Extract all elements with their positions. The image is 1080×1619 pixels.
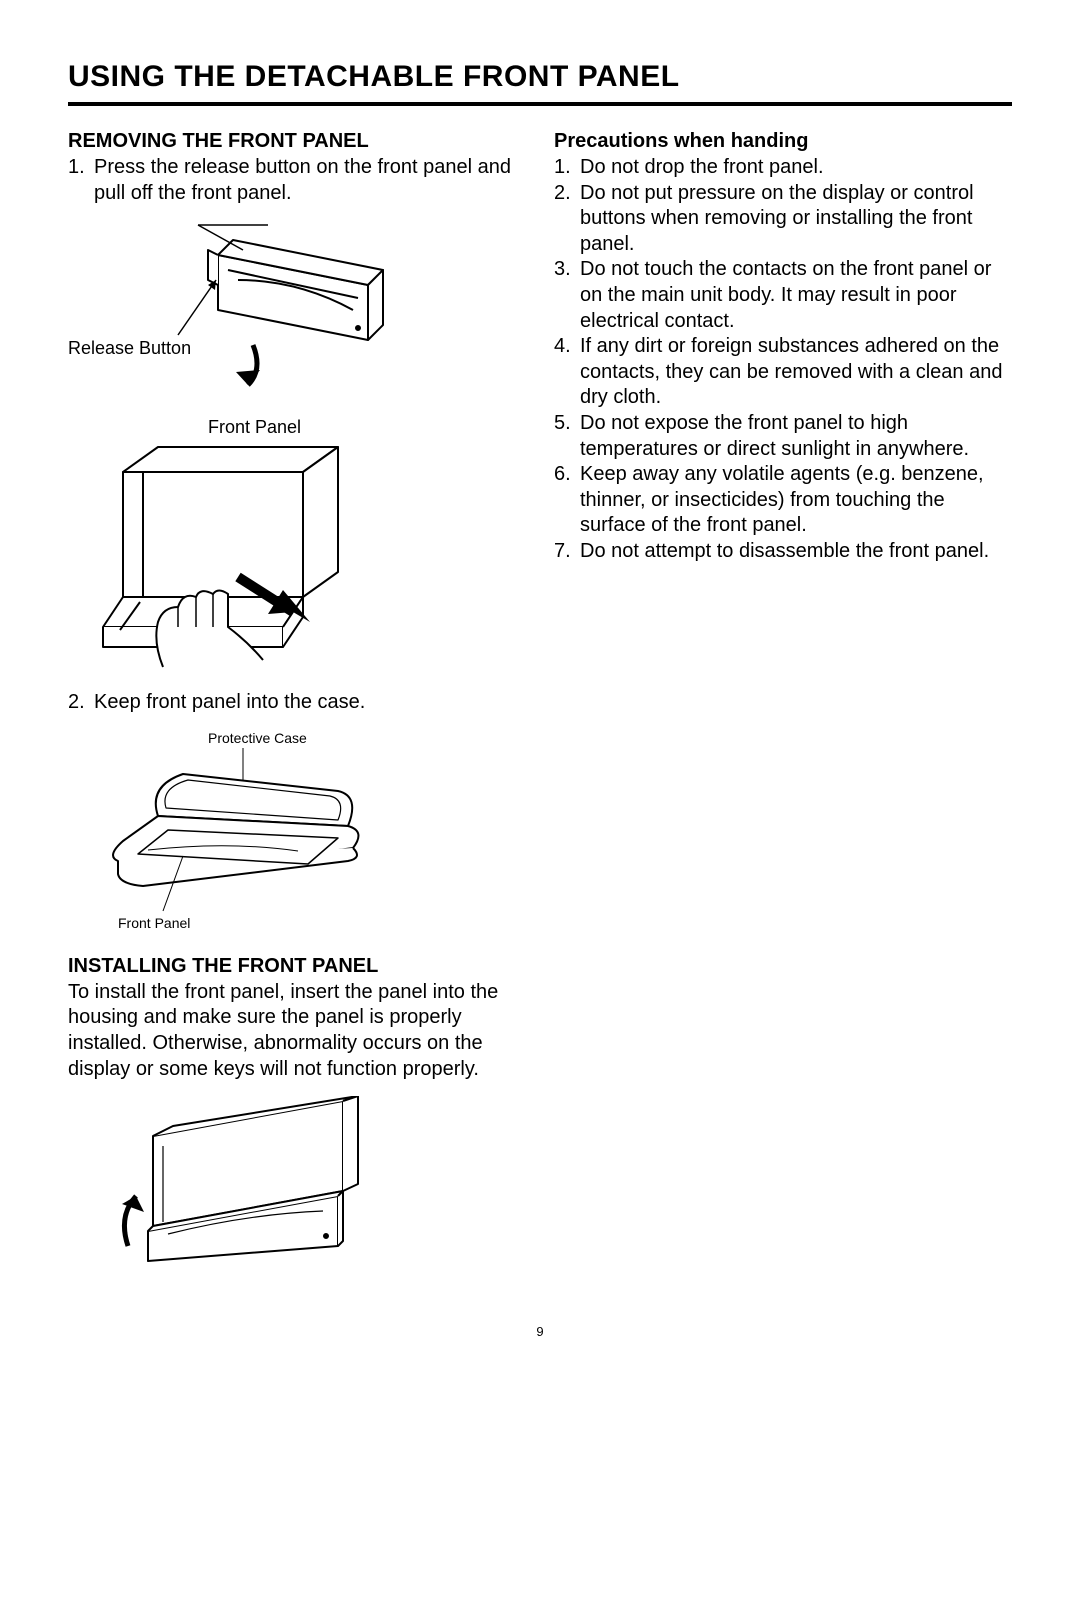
precaution-item: 6. Keep away any volatile agents (e.g. b… [554, 462, 1012, 539]
step-text: If any dirt or foreign substances adhere… [580, 334, 1012, 411]
figure-protective-case: Protective Case [98, 730, 526, 931]
figure-hand-remove: Front Panel [68, 417, 526, 672]
installing-body: To install the front panel, insert the p… [68, 980, 526, 1082]
step-number: 1. [554, 155, 580, 181]
front-panel-label-2: Front Panel [118, 915, 526, 931]
step-text: Do not attempt to disassemble the front … [580, 539, 1012, 565]
precaution-item: 4. If any dirt or foreign substances adh… [554, 334, 1012, 411]
page-number: 9 [68, 1324, 1012, 1339]
removing-step-2: 2. Keep front panel into the case. [68, 690, 526, 716]
removing-heading: REMOVING THE FRONT PANEL [68, 130, 526, 153]
step-number: 5. [554, 411, 580, 462]
step-text: Do not put pressure on the display or co… [580, 181, 1012, 258]
precaution-item: 1. Do not drop the front panel. [554, 155, 1012, 181]
figure-installing [98, 1096, 526, 1266]
precaution-item: 2. Do not put pressure on the display or… [554, 181, 1012, 258]
removing-step-1: 1. Press the release button on the front… [68, 155, 526, 206]
step-number: 1. [68, 155, 94, 206]
step-text: Do not touch the contacts on the front p… [580, 257, 1012, 334]
precaution-item: 3. Do not touch the contacts on the fron… [554, 257, 1012, 334]
step-text: Press the release button on the front pa… [94, 155, 526, 206]
right-column: Precautions when handing 1. Do not drop … [554, 130, 1012, 1284]
installing-heading: INSTALLING THE FRONT PANEL [68, 955, 526, 978]
step-text: Do not drop the front panel. [580, 155, 1012, 181]
precaution-item: 5. Do not expose the front panel to high… [554, 411, 1012, 462]
step-number: 6. [554, 462, 580, 539]
two-column-layout: REMOVING THE FRONT PANEL 1. Press the re… [68, 130, 1012, 1284]
figure-release-button: Release Button [68, 220, 526, 441]
precaution-item: 7. Do not attempt to disassemble the fro… [554, 539, 1012, 565]
front-panel-label-1: Front Panel [208, 417, 526, 438]
step-number: 3. [554, 257, 580, 334]
step-number: 7. [554, 539, 580, 565]
step-text: Do not expose the front panel to high te… [580, 411, 1012, 462]
release-button-label: Release Button [68, 338, 526, 359]
step-number: 2. [68, 690, 94, 716]
protective-case-label: Protective Case [208, 730, 526, 746]
step-number: 2. [554, 181, 580, 258]
step-text: Keep away any volatile agents (e.g. benz… [580, 462, 1012, 539]
step-text: Keep front panel into the case. [94, 690, 526, 716]
page-title: USING THE DETACHABLE FRONT PANEL [68, 60, 1012, 106]
precautions-heading: Precautions when handing [554, 130, 1012, 153]
step-number: 4. [554, 334, 580, 411]
left-column: REMOVING THE FRONT PANEL 1. Press the re… [68, 130, 526, 1284]
